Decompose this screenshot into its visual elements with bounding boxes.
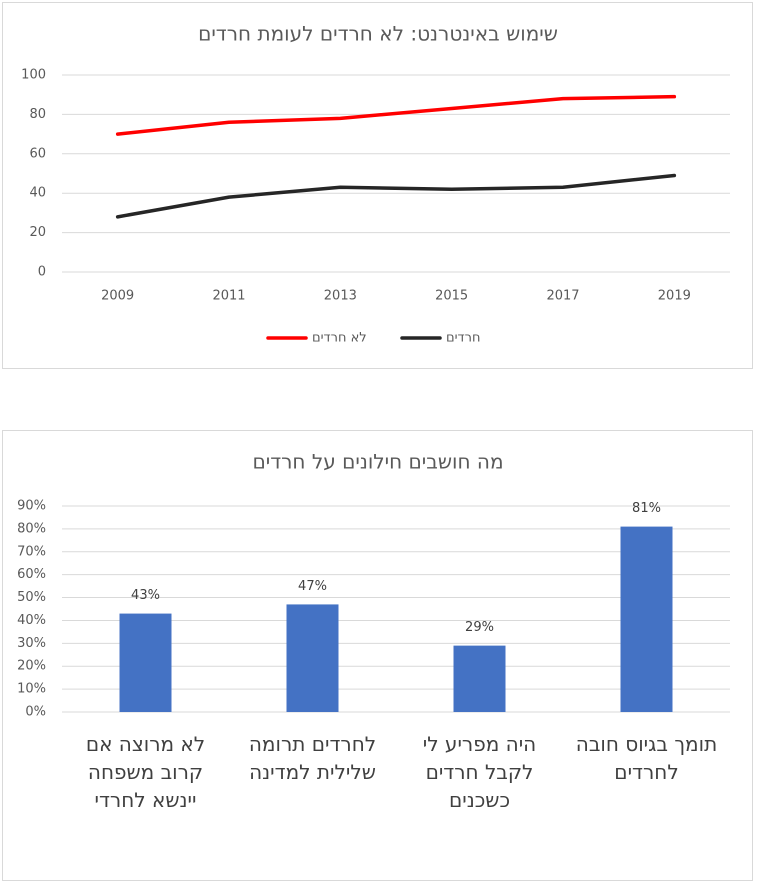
bar: [620, 526, 673, 712]
x-tick-label: 2009: [101, 289, 134, 304]
x-tick-label: היה מפריע לי לקבל חרדים כשכנים: [422, 732, 537, 812]
y-tick-label: 90%: [17, 499, 46, 514]
x-tick-label: 2017: [546, 289, 579, 304]
series-line: [115, 94, 677, 136]
y-tick-label: 10%: [17, 682, 46, 697]
y-tick-label: 0%: [25, 705, 46, 720]
y-tick-label: 50%: [17, 590, 46, 605]
chart-title: שימוש באינטרנט: לא חרדים לעומת חרדים: [198, 22, 558, 46]
y-tick-label: 60%: [17, 567, 46, 582]
bar: [286, 604, 339, 712]
y-tick-label: 100: [21, 68, 46, 83]
y-tick-label: 80: [29, 107, 46, 122]
y-tick-label: 70%: [17, 544, 46, 559]
x-tick-label: 2013: [324, 289, 357, 304]
x-tick-label: תומך בגיוס חובה לחרדים: [575, 732, 718, 784]
value-label: 81%: [632, 501, 661, 516]
y-tick-label: 60: [29, 146, 46, 161]
value-label: 29%: [465, 620, 494, 635]
y-tick-label: 0: [38, 265, 46, 280]
x-tick-label: 2011: [212, 289, 245, 304]
legend-label: לא חרדים: [312, 331, 367, 346]
y-tick-label: 40: [29, 186, 46, 201]
series-line: [115, 173, 677, 219]
legend-label: חרדים: [446, 331, 480, 346]
chart-frame: [2, 2, 753, 369]
x-tick-label: לחרדים תרומה שלילית למדינה: [248, 732, 377, 784]
y-tick-label: 20%: [17, 659, 46, 674]
y-tick-label: 40%: [17, 613, 46, 628]
bar: [119, 613, 172, 712]
x-tick-label: 2019: [658, 289, 691, 304]
chart-title: מה חושבים חילונים על חרדים: [252, 450, 503, 474]
y-tick-label: 20: [29, 225, 46, 240]
x-tick-label: 2015: [435, 289, 468, 304]
value-label: 43%: [131, 588, 160, 603]
y-tick-label: 80%: [17, 521, 46, 536]
y-tick-label: 30%: [17, 636, 46, 651]
value-label: 47%: [298, 579, 327, 594]
bar: [453, 645, 506, 712]
x-tick-label: לא מרוצה אם קרוב משפחה יינשא לחרדי: [85, 732, 206, 812]
